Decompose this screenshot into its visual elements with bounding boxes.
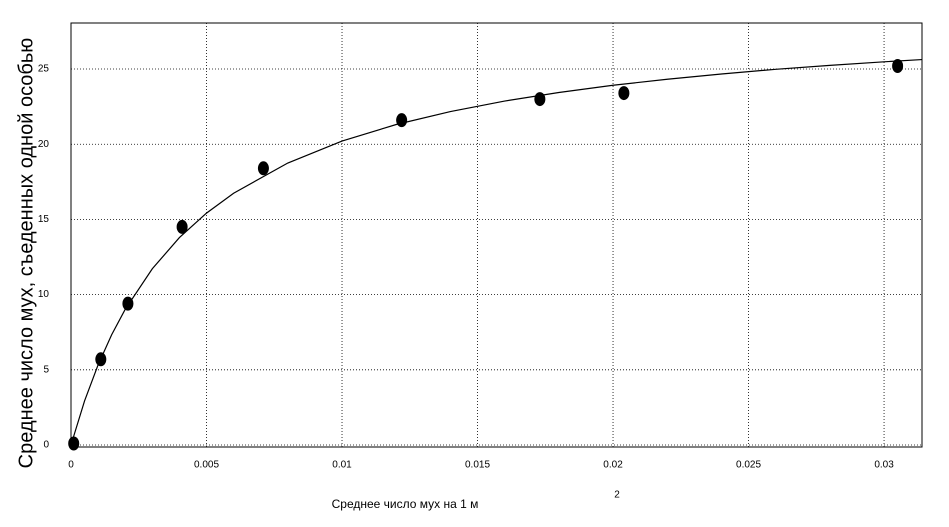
data-point [534,92,546,107]
annotation: 2 [614,490,620,501]
x-tick-label: 0.005 [194,460,219,471]
x-axis-label: Среднее число мух на 1 м [332,497,479,511]
y-tick-label: 10 [38,289,50,300]
x-tick-label: 0.025 [736,460,761,471]
data-point [68,436,80,451]
y-tick-label: 0 [43,440,49,451]
data-point [892,59,904,74]
data-point [257,161,269,176]
data-point [176,219,188,234]
fit-curve [70,58,923,446]
plot-frame [70,22,923,448]
y-axis-label: Среднее число мух, съеденных одной особь… [15,38,37,469]
y-tick-label: 20 [38,139,50,150]
x-tick-label: 0 [68,460,74,471]
data-point [396,113,408,128]
x-tick-label: 0.015 [465,460,490,471]
y-tick-label: 5 [43,364,49,375]
y-tick-label: 25 [38,64,50,75]
y-tick-label: 15 [38,214,50,225]
x-tick-label: 0.01 [332,460,352,471]
x-tick-label: 0.02 [603,460,623,471]
data-point [618,86,630,101]
x-tick-label: 0.03 [874,460,894,471]
